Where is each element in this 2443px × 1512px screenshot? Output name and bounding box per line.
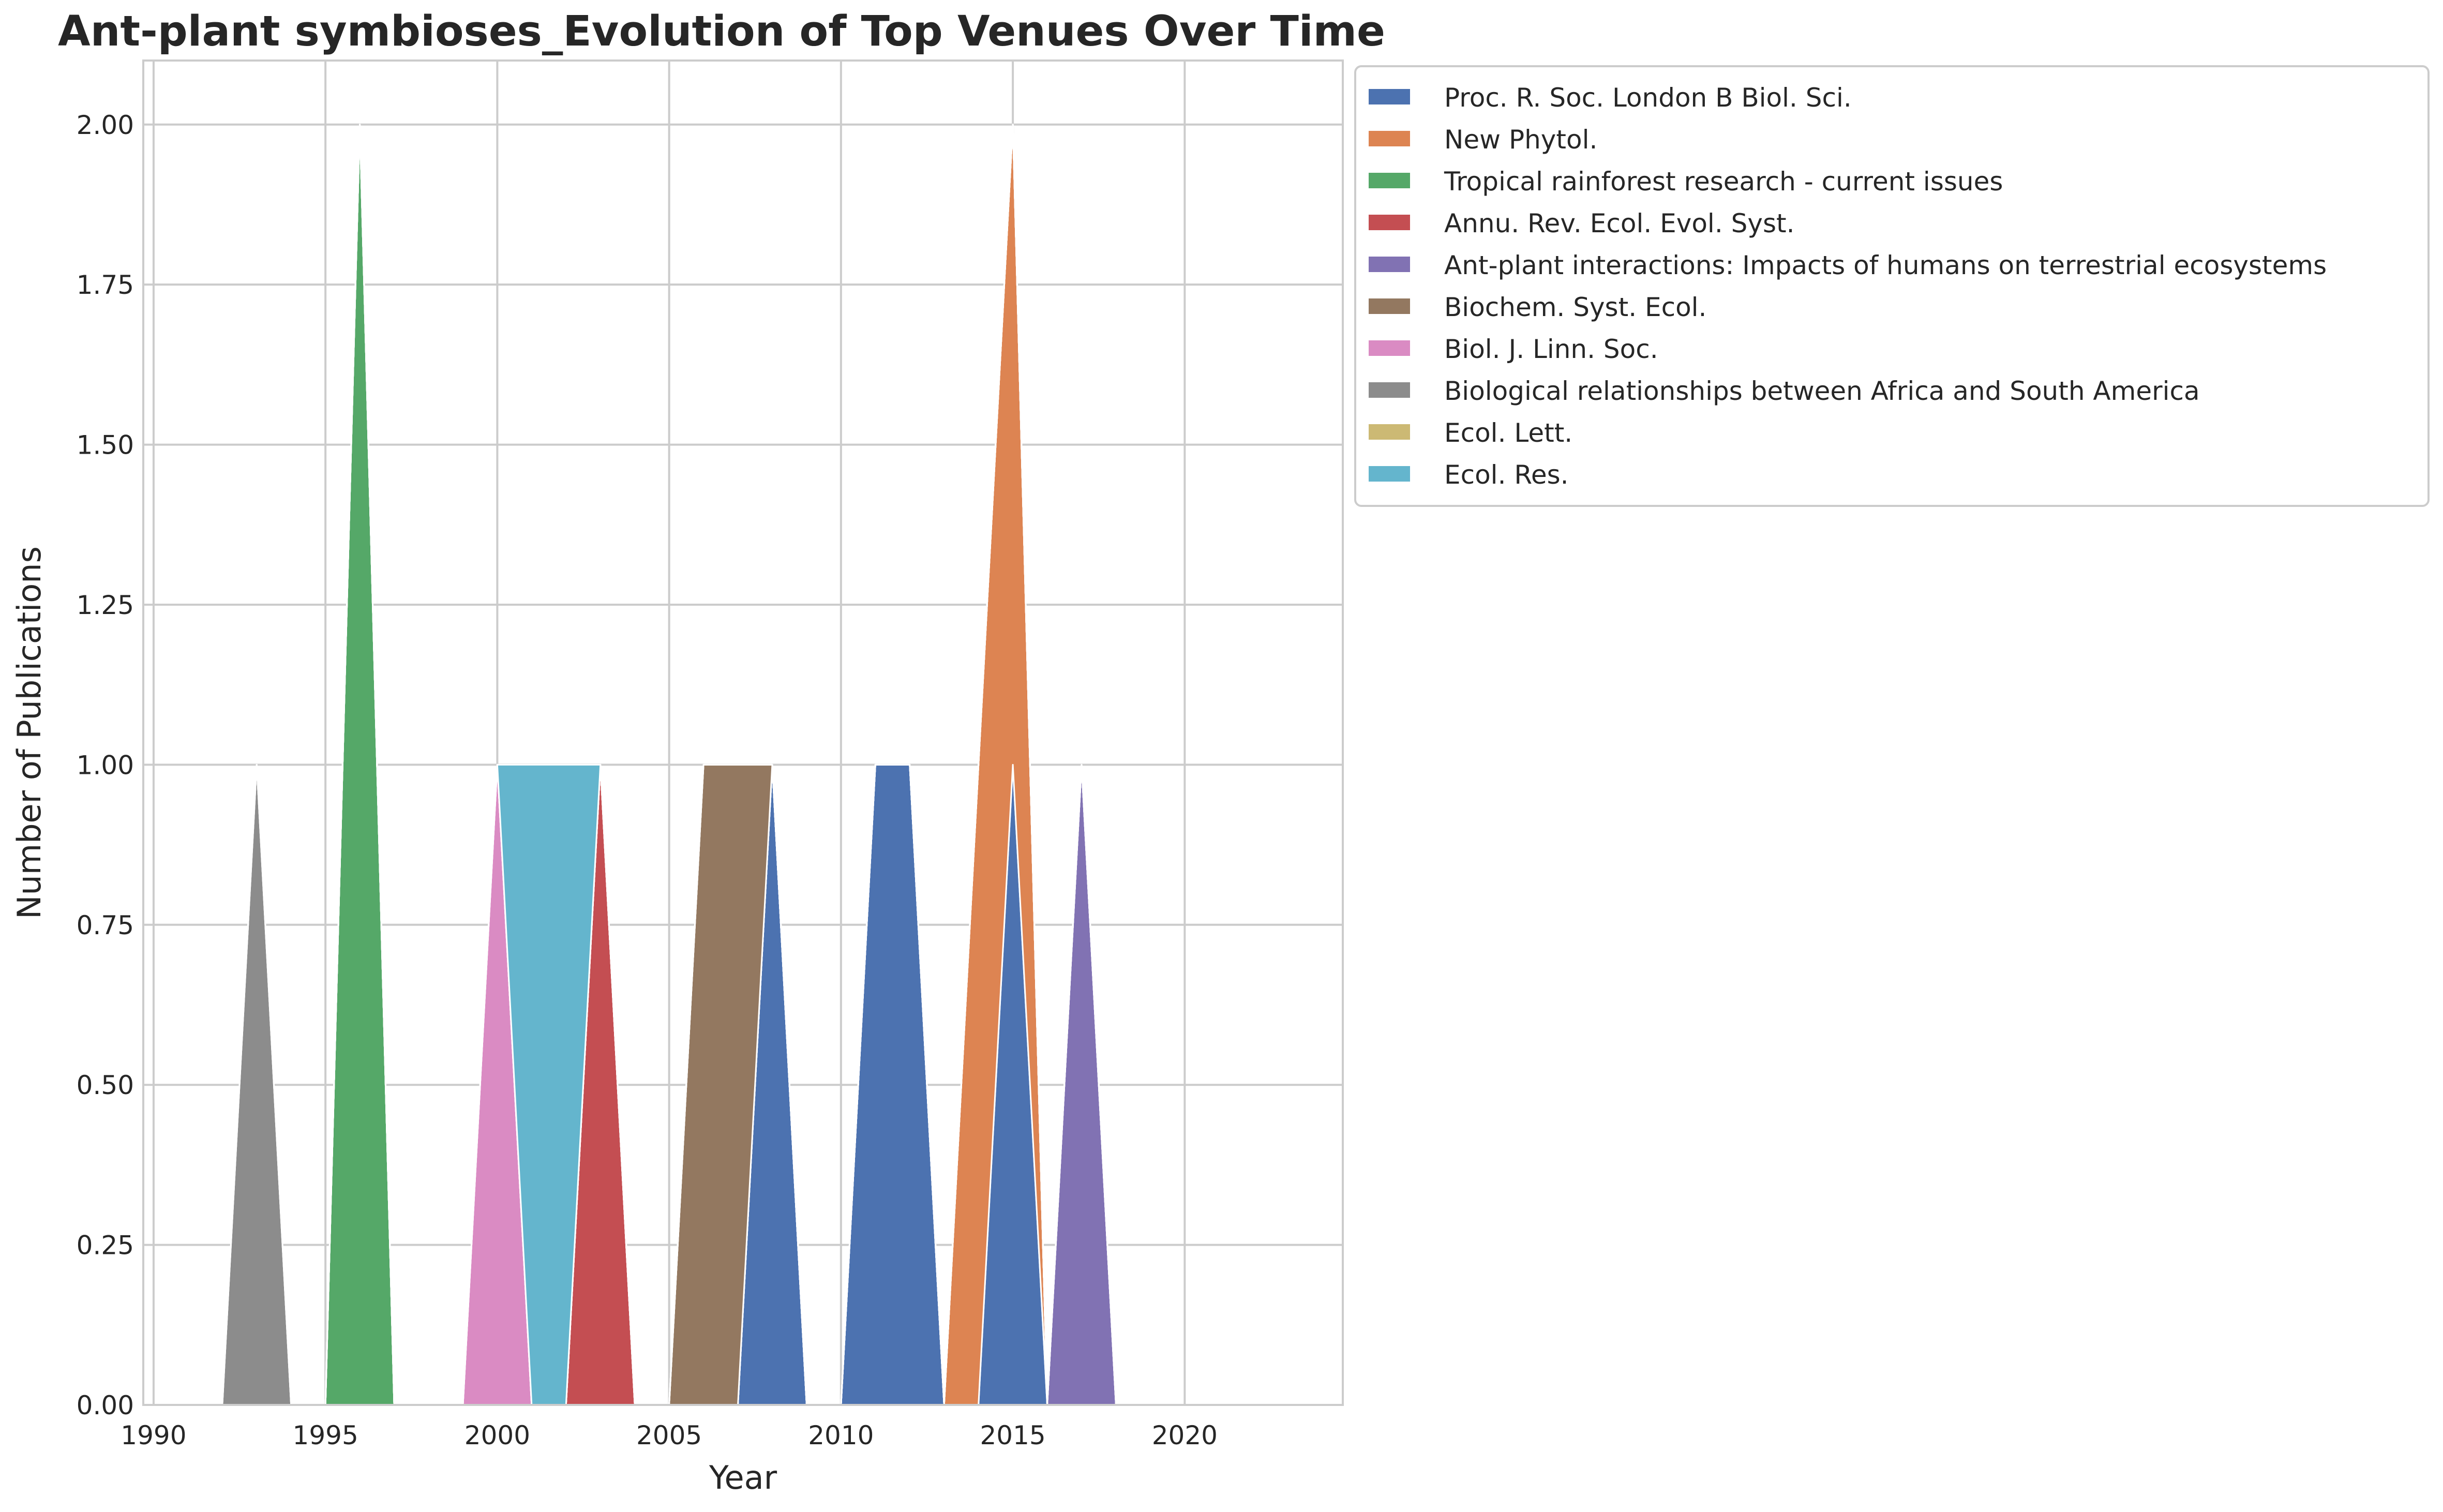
y-tick-label: 0.75 [77, 910, 134, 940]
plot-frame [142, 59, 1344, 1406]
legend-label: Biochem. Syst. Ecol. [1444, 292, 1706, 322]
x-tick-label: 2005 [636, 1420, 702, 1450]
y-tick-label: 0.00 [77, 1390, 134, 1420]
legend-swatch [1369, 173, 1410, 188]
legend-label: Proc. R. Soc. London B Biol. Sci. [1444, 83, 1852, 113]
x-tick-labels: 1990 1995 2000 2005 2010 2015 2020 [121, 1420, 1218, 1450]
y-tick-label: 1.50 [77, 430, 134, 460]
x-tick-label: 1990 [121, 1420, 186, 1450]
legend-box [1354, 65, 2430, 507]
legend-swatch [1369, 215, 1410, 230]
legend-label: Tropical rainforest research - current i… [1444, 167, 2003, 197]
y-tick-label: 1.00 [77, 750, 134, 780]
x-tick-label: 1995 [293, 1420, 358, 1450]
legend-swatch [1369, 340, 1410, 356]
legend-label: Annu. Rev. Ecol. Evol. Syst. [1444, 208, 1795, 238]
x-tick-label: 2015 [980, 1420, 1045, 1450]
y-tick-label: 1.25 [77, 590, 134, 620]
legend-swatch [1369, 298, 1410, 314]
chart-title: Ant-plant symbioses_Evolution of Top Ven… [58, 7, 1385, 56]
legend-label: Ecol. Res. [1444, 460, 1569, 490]
legend-label: Ant-plant interactions: Impacts of human… [1444, 250, 2327, 280]
x-tick-label: 2010 [808, 1420, 874, 1450]
legend-items: Proc. R. Soc. London B Biol. Sci. New Phy… [1369, 83, 2327, 490]
legend-swatch [1369, 131, 1410, 146]
y-tick-label: 0.50 [77, 1070, 134, 1100]
x-tick-label: 2000 [464, 1420, 530, 1450]
legend-label: New Phytol. [1444, 125, 1597, 155]
legend-swatch [1369, 382, 1410, 398]
y-axis-label: Number of Publications [10, 546, 48, 919]
x-axis-label: Year [709, 1459, 777, 1496]
legend-swatch [1369, 89, 1410, 104]
y-tick-labels: 0.00 0.25 0.50 0.75 1.00 1.25 1.50 1.75 2.00 [77, 110, 134, 1420]
legend-swatch [1369, 257, 1410, 272]
x-tick-label: 2020 [1152, 1420, 1218, 1450]
y-tick-label: 2.00 [77, 110, 134, 140]
y-tick-label: 0.25 [77, 1231, 134, 1261]
legend: Proc. R. Soc. London B Biol. Sci. New Phy… [1354, 65, 2430, 507]
legend-label: Biol. J. Linn. Soc. [1444, 334, 1658, 364]
y-tick-label: 1.75 [77, 270, 134, 300]
legend-label: Biological relationships between Africa … [1444, 376, 2200, 406]
legend-swatch [1369, 466, 1410, 482]
legend-swatch [1369, 424, 1410, 440]
legend-label: Ecol. Lett. [1444, 418, 1572, 448]
